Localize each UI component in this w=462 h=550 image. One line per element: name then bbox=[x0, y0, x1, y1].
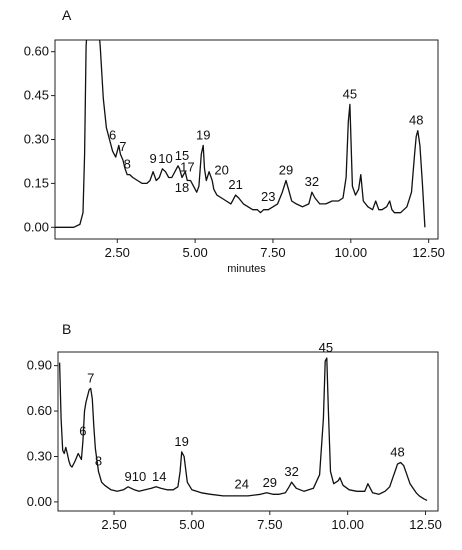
x-axis-title: minutes bbox=[227, 263, 266, 275]
peak-label: 7 bbox=[119, 139, 126, 154]
peak-label: 15 bbox=[175, 148, 189, 163]
peak-label: 45 bbox=[343, 86, 357, 101]
x-tick-label: 5.00 bbox=[182, 245, 207, 260]
y-tick-label: 0.45 bbox=[24, 88, 49, 103]
x-tick-label: 12.50 bbox=[412, 245, 445, 260]
x-tick-label: 5.00 bbox=[179, 517, 204, 532]
peak-label: 20 bbox=[214, 162, 228, 177]
peak-label: 45 bbox=[319, 340, 333, 355]
peak-label: 17 bbox=[180, 160, 194, 175]
peak-label: 6 bbox=[79, 423, 86, 438]
peak-label: 24 bbox=[235, 476, 249, 491]
peak-label: 18 bbox=[175, 180, 189, 195]
x-tick-label: 2.50 bbox=[105, 245, 130, 260]
chromatogram-panel-a: A 0.00 0.15 0.30 0.45 0.60 2.50 5.00 7.50 10.00 12… bbox=[24, 7, 445, 275]
chromatogram-trace bbox=[55, 40, 426, 228]
peak-label: 6 bbox=[109, 127, 116, 142]
y-tick-label: 0.00 bbox=[27, 494, 52, 509]
y-tick-label: 0.15 bbox=[24, 175, 49, 190]
chromatogram-panel-b: B 0.00 0.30 0.60 0.90 2.50 5.00 7.50 10.00 12.50 6… bbox=[27, 321, 442, 532]
peak-label: 32 bbox=[305, 174, 319, 189]
peak-label: 29 bbox=[279, 162, 293, 177]
y-tick-label: 0.30 bbox=[24, 132, 49, 147]
peak-label: 9 bbox=[149, 151, 156, 166]
chromatogram-trace bbox=[58, 357, 428, 501]
peak-label: 8 bbox=[95, 454, 102, 469]
peak-label: 19 bbox=[196, 127, 210, 142]
y-tick-label: 0.90 bbox=[27, 358, 52, 373]
peak-label: 7 bbox=[87, 370, 94, 385]
x-tick-label: 10.00 bbox=[335, 245, 368, 260]
peak-label: 23 bbox=[261, 189, 275, 204]
peak-label: 14 bbox=[152, 469, 166, 484]
peak-label: 19 bbox=[174, 434, 188, 449]
plot-frame bbox=[57, 351, 439, 512]
x-tick-label: 2.50 bbox=[101, 517, 126, 532]
y-tick-label: 0.60 bbox=[27, 403, 52, 418]
peak-label: 21 bbox=[228, 177, 242, 192]
panel-label: A bbox=[62, 7, 72, 23]
peak-label: 32 bbox=[284, 464, 298, 479]
peak-label: 48 bbox=[390, 445, 404, 460]
panel-label: B bbox=[62, 321, 71, 337]
y-tick-label: 0.00 bbox=[24, 219, 49, 234]
x-tick-label: 7.50 bbox=[257, 517, 282, 532]
peak-label: 29 bbox=[263, 475, 277, 490]
y-tick-label: 0.60 bbox=[24, 44, 49, 59]
y-tick-label: 0.30 bbox=[27, 448, 52, 463]
peak-label: 48 bbox=[409, 113, 423, 128]
x-tick-label: 10.00 bbox=[331, 517, 364, 532]
peak-label: 10 bbox=[132, 469, 146, 484]
x-tick-label: 7.50 bbox=[260, 245, 285, 260]
peak-label: 9 bbox=[124, 469, 131, 484]
peak-label: 8 bbox=[124, 157, 131, 172]
peak-label: 10 bbox=[158, 151, 172, 166]
x-tick-label: 12.50 bbox=[409, 517, 442, 532]
